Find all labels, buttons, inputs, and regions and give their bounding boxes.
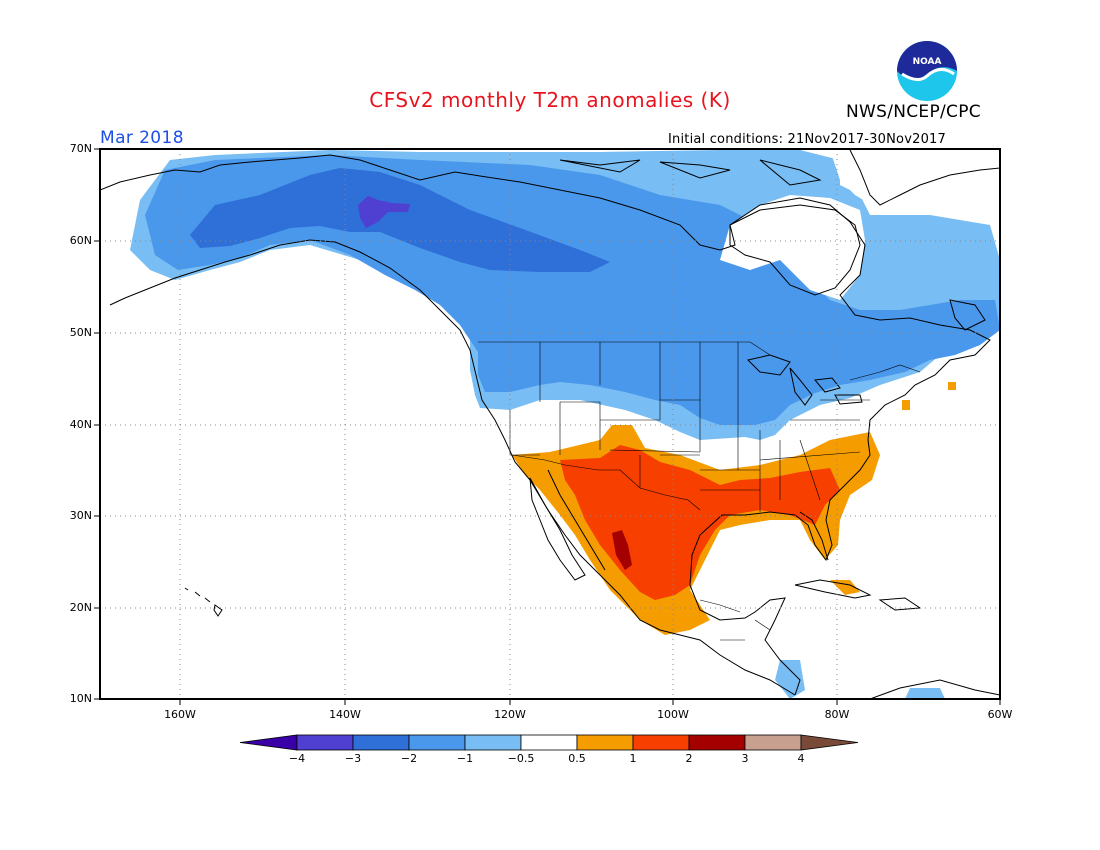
colorbar-label: 4 — [797, 752, 805, 765]
colorbar-swatch — [408, 734, 466, 751]
lon-label: 100W — [657, 708, 689, 721]
lon-label: 160W — [164, 708, 196, 721]
svg-text:NOAA: NOAA — [913, 57, 942, 67]
colorbar-left-arrow — [239, 734, 298, 751]
lon-label: 80W — [824, 708, 850, 721]
colorbar-label: −2 — [400, 752, 418, 765]
map-frame — [99, 148, 1001, 700]
lat-label: 70N — [69, 142, 92, 155]
purple-anomaly-region — [358, 196, 410, 228]
colorbar-swatch — [296, 734, 354, 751]
colorbar-label: 2 — [685, 752, 693, 765]
lat-label: 50N — [69, 326, 92, 339]
lat-label: 40N — [69, 418, 92, 431]
lat-label: 30N — [69, 509, 92, 522]
colorbar-right-arrow — [800, 734, 859, 751]
noaa-logo-icon: NOAA — [897, 41, 957, 101]
initial-conditions-label: Initial conditions: 21Nov2017-30Nov2017 — [668, 132, 946, 147]
colorbar-label: −0.5 — [507, 752, 535, 765]
colorbar-label: 3 — [741, 752, 749, 765]
lon-label: 120W — [494, 708, 526, 721]
colorbar-swatch — [688, 734, 746, 751]
colorbar-swatch — [632, 734, 690, 751]
colorbar-label: −3 — [344, 752, 362, 765]
us-canada-border — [478, 341, 921, 381]
colorbar-swatch — [352, 734, 410, 751]
agency-label: NWS/NCEP/CPC — [846, 102, 981, 122]
colorbar-swatch — [464, 734, 522, 751]
lat-label: 20N — [69, 601, 92, 614]
lon-label: 140W — [329, 708, 361, 721]
colorbar — [239, 734, 859, 751]
colorbar-label: 0.5 — [568, 752, 586, 765]
colorbar-swatch — [520, 734, 578, 751]
dark-blue-anomaly-region — [190, 168, 610, 272]
lat-label: 10N — [69, 692, 92, 705]
colorbar-label: −4 — [288, 752, 306, 765]
colorbar-label: 1 — [629, 752, 637, 765]
lon-label: 60W — [987, 708, 1013, 721]
lat-label: 60N — [69, 234, 92, 247]
north-america-coastline — [100, 154, 991, 696]
valid-month-label: Mar 2018 — [100, 128, 184, 148]
dark-red-anomaly-region — [612, 530, 632, 570]
chart-title: CFSv2 monthly T2m anomalies (K) — [369, 88, 731, 112]
colorbar-swatch — [576, 734, 634, 751]
colorbar-swatch — [744, 734, 802, 751]
us-mexico-border — [511, 454, 701, 511]
colorbar-label: −1 — [456, 752, 474, 765]
